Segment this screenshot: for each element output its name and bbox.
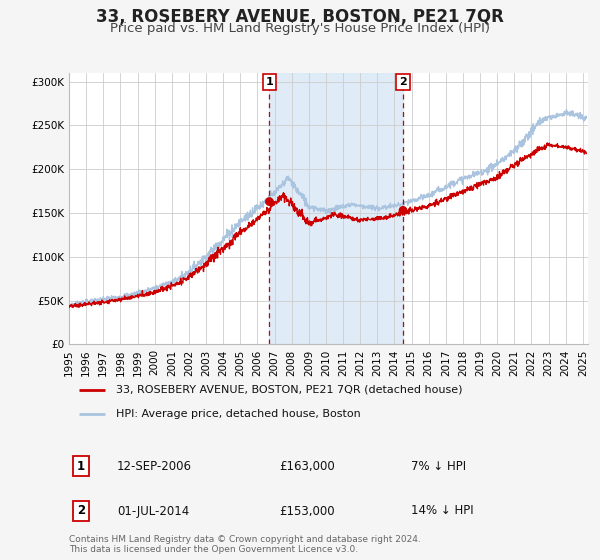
Text: Price paid vs. HM Land Registry's House Price Index (HPI): Price paid vs. HM Land Registry's House … xyxy=(110,22,490,35)
Point xyxy=(265,197,274,206)
Text: 12-SEP-2006: 12-SEP-2006 xyxy=(117,460,192,473)
Point xyxy=(398,206,408,215)
Text: £163,000: £163,000 xyxy=(279,460,335,473)
Text: 33, ROSEBERY AVENUE, BOSTON, PE21 7QR: 33, ROSEBERY AVENUE, BOSTON, PE21 7QR xyxy=(96,8,504,26)
Text: 2: 2 xyxy=(399,77,407,87)
Text: 01-JUL-2014: 01-JUL-2014 xyxy=(117,505,189,517)
Bar xyxy=(269,73,403,344)
Text: 2: 2 xyxy=(77,505,85,517)
Text: 1: 1 xyxy=(266,77,273,87)
Text: Contains HM Land Registry data © Crown copyright and database right 2024.
This d: Contains HM Land Registry data © Crown c… xyxy=(69,535,421,554)
Text: 7% ↓ HPI: 7% ↓ HPI xyxy=(411,460,466,473)
Text: 14% ↓ HPI: 14% ↓ HPI xyxy=(411,505,473,517)
Text: 33, ROSEBERY AVENUE, BOSTON, PE21 7QR (detached house): 33, ROSEBERY AVENUE, BOSTON, PE21 7QR (d… xyxy=(116,385,462,395)
Text: HPI: Average price, detached house, Boston: HPI: Average price, detached house, Bost… xyxy=(116,409,361,419)
Text: 1: 1 xyxy=(77,460,85,473)
Text: £153,000: £153,000 xyxy=(279,505,335,517)
